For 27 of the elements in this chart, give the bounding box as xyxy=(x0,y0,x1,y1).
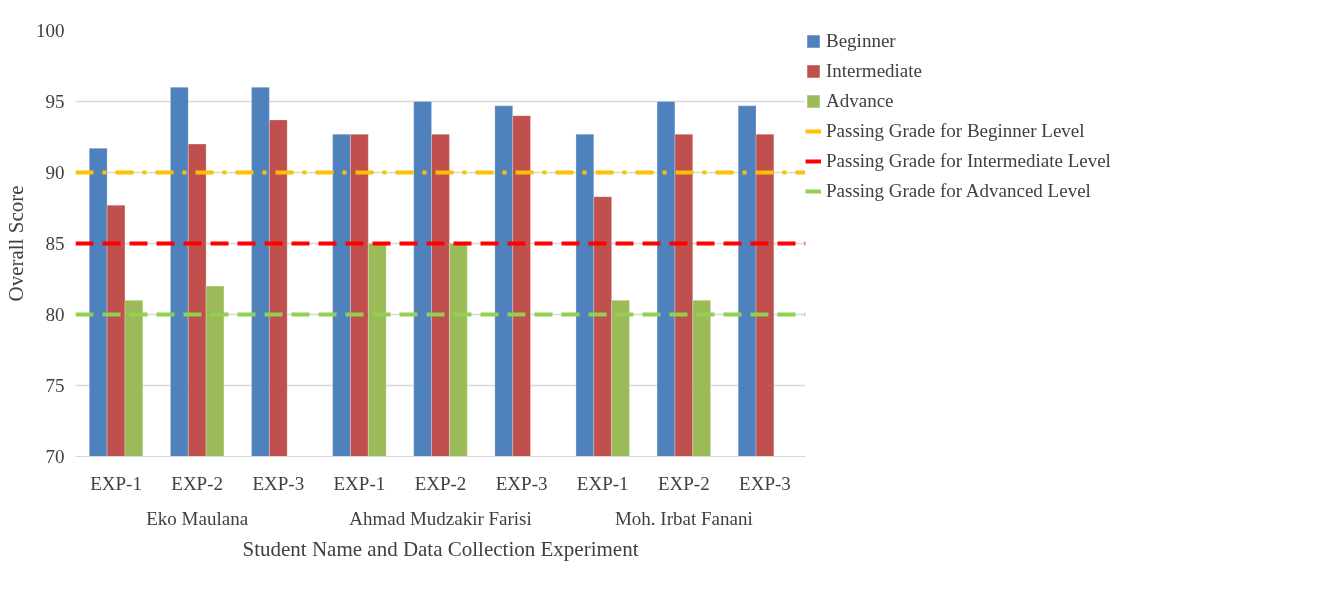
x-tick-label: EXP-1 xyxy=(333,472,386,494)
x-tick-label: EXP-3 xyxy=(252,472,305,494)
x-tick-label: EXP-2 xyxy=(171,472,224,494)
legend-label: Advance xyxy=(826,90,894,112)
y-axis-title: Overall Score xyxy=(4,185,28,302)
text: Ahmad Mudzakir Farisi xyxy=(349,507,532,529)
x-tick-label: EXP-2 xyxy=(414,472,467,494)
y-tick-label: 90 xyxy=(45,162,65,183)
x-axis-title: Student Name and Data Collection Experiment xyxy=(242,536,639,561)
text: Moh. Irbat Fanani xyxy=(614,507,753,529)
legend-label: Intermediate xyxy=(826,60,923,82)
y-tick-label: 95 xyxy=(45,91,65,112)
x-tick-label: EXP-1 xyxy=(90,472,142,494)
legend-label: Passing Grade for Intermediate Level xyxy=(826,150,1111,172)
x-tick-label: EXP-3 xyxy=(495,472,548,494)
legend-label: Beginner xyxy=(826,30,896,52)
x-tick-label: EXP-2 xyxy=(657,472,710,494)
y-tick-label: 75 xyxy=(45,375,65,396)
y-tick-label: 70 xyxy=(45,446,65,467)
text: Eko Maulana xyxy=(146,507,249,529)
x-tick-label: EXP-1 xyxy=(576,472,629,494)
x-tick-label: EXP-3 xyxy=(739,472,791,494)
y-tick-label: 100 xyxy=(36,20,65,41)
legend-label: Passing Grade for Advanced Level xyxy=(826,180,1091,202)
y-tick-label: 80 xyxy=(45,304,65,325)
y-tick-label: 85 xyxy=(45,233,65,254)
legend-label: Passing Grade for Beginner Level xyxy=(826,120,1085,142)
